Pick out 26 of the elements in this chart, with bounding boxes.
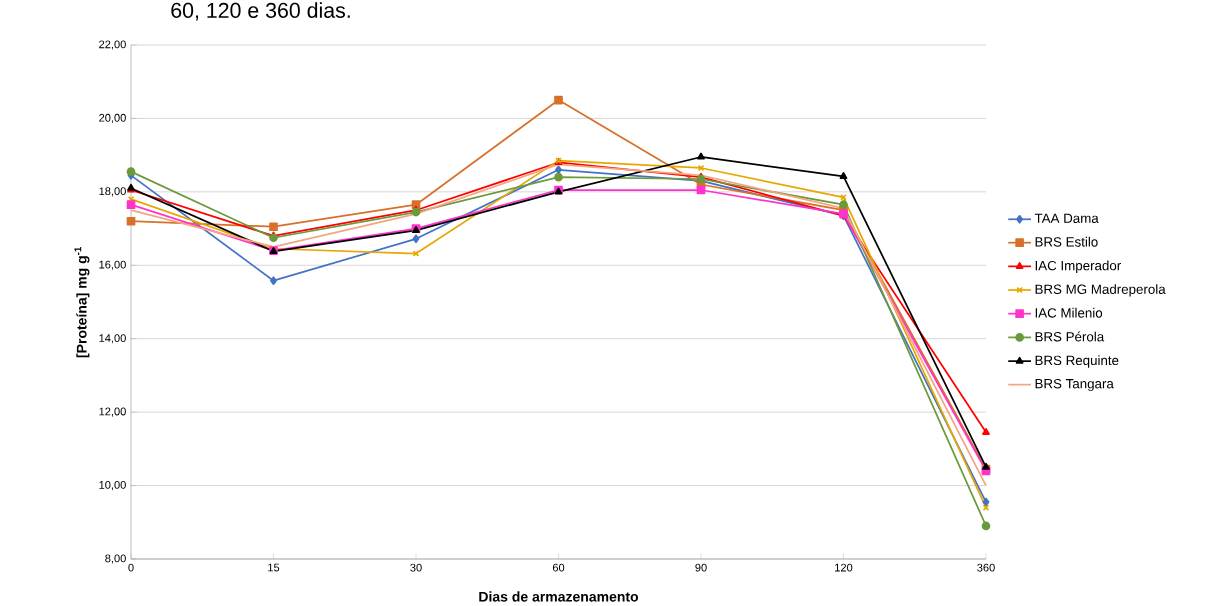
legend-label: BRS Requinte <box>1035 355 1119 368</box>
legend-label: TAA Dama <box>1034 213 1099 223</box>
y-axis-title: [Proteína] mg g$^{-1}$ <box>74 246 90 358</box>
text: 60, 120 e 360 dias. <box>171 2 350 21</box>
y-tick-label: 16,00 <box>99 260 126 270</box>
y-tick-label: 10,00 <box>99 480 126 491</box>
y-tick-label: 18,00 <box>99 187 126 197</box>
y-tick-label: 22,00 <box>99 40 126 50</box>
y-tick-label: 8,00 <box>105 554 126 564</box>
legend-label: IAC Imperador <box>1035 260 1121 273</box>
y-tick-label: 20,00 <box>99 113 126 123</box>
x-tick-label: 120 <box>835 563 853 572</box>
x-tick-label: 60 <box>552 563 565 572</box>
legend-label: IAC Milenio <box>1035 307 1103 318</box>
legend-label: BRS Tangara <box>1035 378 1114 392</box>
legend-label: BRS Pérola <box>1035 331 1105 342</box>
legend-label: BRS Estilo <box>1035 236 1098 247</box>
x-tick-label: 15 <box>268 563 280 572</box>
x-tick-label: 0 <box>128 563 134 572</box>
y-tick-label: 14,00 <box>99 334 126 344</box>
x-tick-label: 30 <box>410 563 422 572</box>
x-tick-label: 90 <box>695 563 707 572</box>
x-axis-title: Dias de armazenamento <box>479 591 639 602</box>
x-tick-label: 360 <box>977 563 995 572</box>
y-tick-label: 12,00 <box>99 407 126 417</box>
legend-label: BRS MG Madreperola <box>1035 284 1166 297</box>
